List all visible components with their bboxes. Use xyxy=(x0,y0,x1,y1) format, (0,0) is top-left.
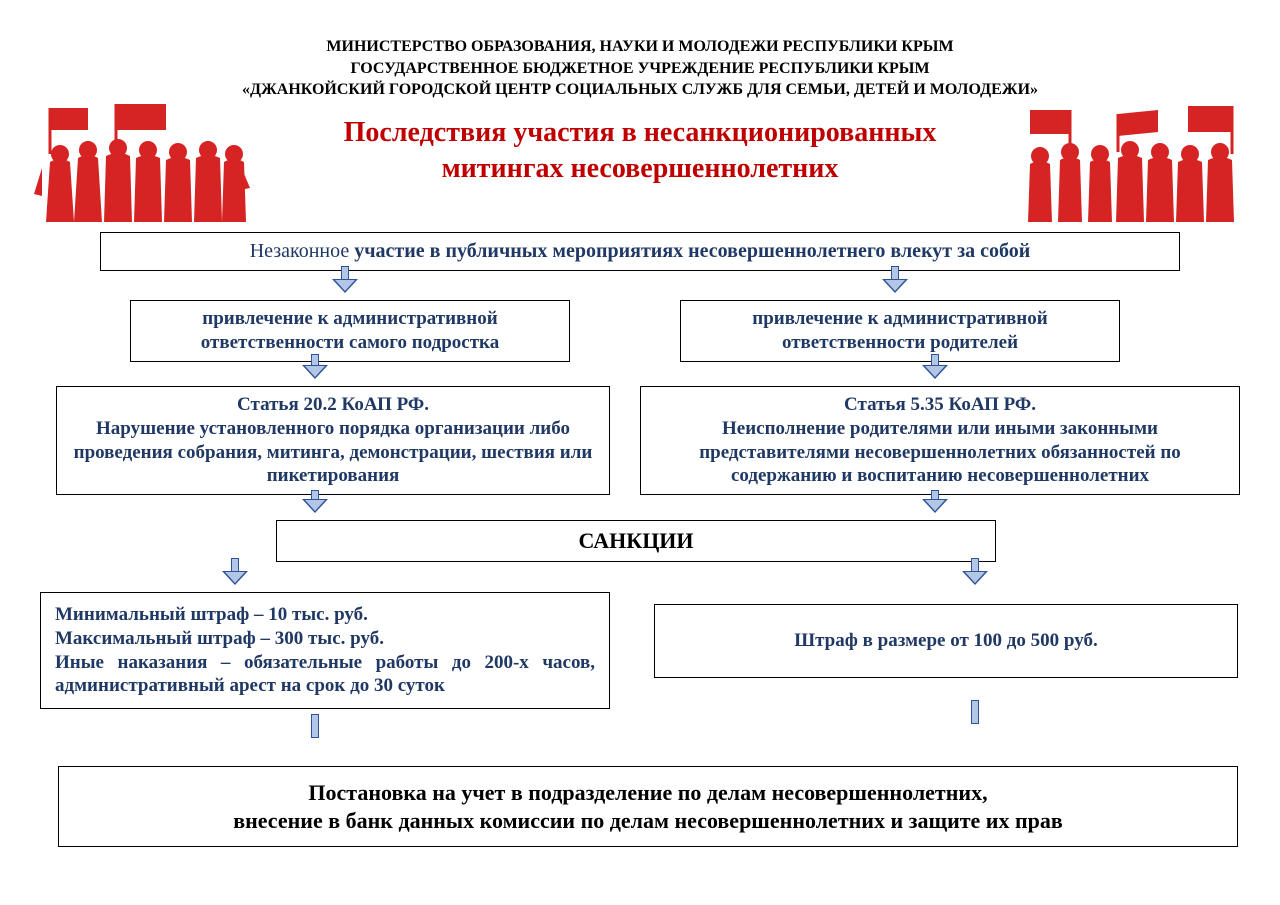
box-teen-penalties: Минимальный штраф – 10 тыс. руб. Максима… xyxy=(40,592,610,709)
org-line1: МИНИСТЕРСТВО ОБРАЗОВАНИЯ, НАУКИ И МОЛОДЕ… xyxy=(0,36,1280,58)
article-5-35-body: Неисполнение родителями или иными законн… xyxy=(651,417,1229,488)
registration-line2: внесение в банк данных комиссии по делам… xyxy=(69,807,1227,835)
teen-penalty-max: Максимальный штраф – 300 тыс. руб. xyxy=(55,627,595,651)
article-5-35-title: Статья 5.35 КоАП РФ. xyxy=(651,393,1229,417)
teen-penalty-min: Минимальный штраф – 10 тыс. руб. xyxy=(55,603,595,627)
arrow-top-left xyxy=(330,266,360,293)
box-article-20-2: Статья 20.2 КоАП РФ. Нарушение установле… xyxy=(56,386,610,495)
arrow-l2-sanc xyxy=(300,490,330,513)
org-header: МИНИСТЕРСТВО ОБРАЗОВАНИЯ, НАУКИ И МОЛОДЕ… xyxy=(0,0,1280,101)
crowd-left-icon xyxy=(32,104,252,224)
arrow-r3-final-stem xyxy=(960,700,990,724)
registration-line1: Постановка на учет в подразделение по де… xyxy=(69,779,1227,807)
box-article-5-35: Статья 5.35 КоАП РФ. Неисполнение родите… xyxy=(640,386,1240,495)
article-20-2-title: Статья 20.2 КоАП РФ. xyxy=(67,393,599,417)
arrow-r2-sanc xyxy=(920,490,950,513)
teen-penalty-other: Иные наказания – обязательные работы до … xyxy=(55,651,595,699)
article-20-2-body: Нарушение установленного порядка организ… xyxy=(67,417,599,488)
box-parent-penalty: Штраф в размере от 100 до 500 руб. xyxy=(654,604,1238,678)
arrow-sanc-r3 xyxy=(960,558,990,585)
box-teen-liability: привлечение к административной ответстве… xyxy=(130,300,570,362)
arrow-r1-r2 xyxy=(920,354,950,379)
arrow-top-right xyxy=(880,266,910,293)
arrow-l1-l2 xyxy=(300,354,330,379)
org-line3: «ДЖАНКОЙСКИЙ ГОРОДСКОЙ ЦЕНТР СОЦИАЛЬНЫХ … xyxy=(0,79,1280,101)
arrow-sanc-l3 xyxy=(220,558,250,585)
arrow-l3-final-stem xyxy=(300,714,330,738)
box-parent-liability: привлечение к административной ответстве… xyxy=(680,300,1120,362)
box-consequences-root: Незаконное участие в публичных мероприят… xyxy=(100,232,1180,271)
root-prefix: Незаконное xyxy=(250,240,355,262)
box-registration: Постановка на учет в подразделение по де… xyxy=(58,766,1238,847)
root-main: участие в публичных мероприятиях несовер… xyxy=(354,240,1030,262)
crowd-right-icon xyxy=(1018,104,1248,224)
box-sanctions-header: САНКЦИИ xyxy=(276,520,996,562)
org-line2: ГОСУДАРСТВЕННОЕ БЮДЖЕТНОЕ УЧРЕЖДЕНИЕ РЕС… xyxy=(0,58,1280,80)
